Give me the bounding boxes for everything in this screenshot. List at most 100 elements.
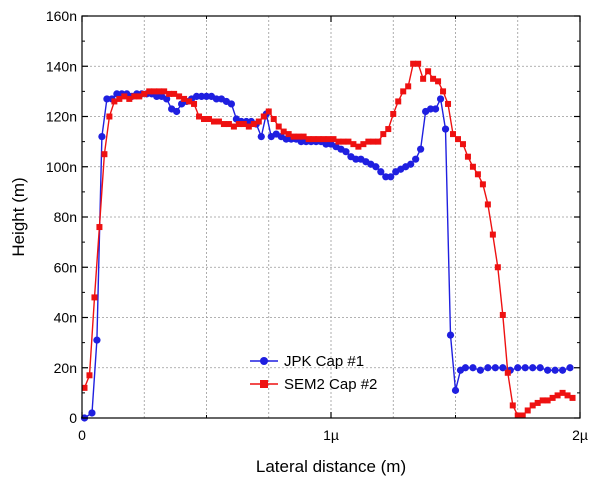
y-tick-label: 0	[69, 410, 77, 426]
data-point-jpk	[163, 95, 171, 103]
data-point-jpk	[202, 92, 211, 100]
series-sem2	[81, 60, 576, 419]
data-point-jpk	[377, 168, 385, 176]
data-point-sem2	[509, 402, 516, 409]
data-point-sem2	[210, 118, 217, 125]
data-point-sem2	[141, 90, 148, 97]
data-point-sem2	[121, 93, 128, 100]
data-point-jpk	[352, 155, 360, 163]
data-point-sem2	[539, 397, 546, 404]
y-tick-label: 100n	[46, 159, 77, 175]
data-point-sem2	[420, 75, 427, 82]
data-point-sem2	[514, 412, 521, 419]
data-point-jpk	[342, 148, 350, 156]
y-axis-title: Height (m)	[9, 177, 28, 256]
data-point-jpk	[476, 366, 484, 374]
data-point-jpk	[192, 92, 201, 100]
data-point-sem2	[255, 118, 262, 125]
legend-entry-sem2: SEM2 Cap #2	[250, 376, 377, 393]
data-point-sem2	[171, 90, 178, 97]
data-point-jpk	[322, 140, 330, 148]
data-point-sem2	[355, 143, 362, 150]
data-point-sem2	[469, 163, 476, 170]
data-point-sem2	[161, 88, 168, 95]
data-point-sem2	[176, 93, 183, 100]
data-point-sem2	[201, 116, 208, 123]
data-point-sem2	[86, 372, 93, 379]
data-point-sem2	[151, 88, 158, 95]
data-point-jpk	[529, 364, 537, 372]
data-point-sem2	[220, 121, 227, 128]
data-point-sem2	[305, 136, 312, 143]
x-tick-label: 2µ	[572, 427, 588, 443]
data-point-sem2	[564, 392, 571, 399]
data-point-jpk	[566, 364, 574, 372]
data-point-sem2	[280, 128, 287, 135]
data-point-sem2	[325, 136, 332, 143]
data-point-sem2	[300, 133, 307, 140]
data-point-jpk	[499, 364, 507, 372]
data-point-jpk	[297, 138, 305, 146]
data-point-sem2	[385, 126, 392, 133]
data-point-jpk	[484, 364, 492, 372]
data-point-sem2	[250, 121, 257, 128]
data-point-jpk	[88, 409, 96, 417]
data-point-sem2	[400, 88, 407, 95]
data-point-jpk	[469, 364, 477, 372]
data-point-sem2	[126, 95, 133, 102]
data-point-sem2	[479, 181, 486, 188]
data-point-sem2	[111, 98, 118, 105]
data-point-sem2	[544, 397, 551, 404]
data-point-jpk	[436, 95, 445, 103]
y-tick-label: 160n	[46, 8, 77, 24]
data-point-sem2	[454, 136, 461, 143]
data-point-sem2	[435, 78, 442, 85]
data-point-sem2	[81, 384, 88, 391]
data-point-jpk	[451, 386, 460, 394]
legend-label-jpk: JPK Cap #1	[284, 353, 364, 370]
data-point-sem2	[320, 136, 327, 143]
data-point-sem2	[370, 138, 377, 145]
data-point-sem2	[395, 98, 402, 105]
data-point-sem2	[310, 136, 317, 143]
data-point-sem2	[91, 294, 98, 301]
y-tick-label: 40n	[54, 310, 77, 326]
data-point-sem2	[191, 100, 198, 107]
y-tick-label: 60n	[54, 259, 77, 275]
legend-label-sem2: SEM2 Cap #2	[284, 376, 377, 393]
data-point-jpk	[521, 364, 529, 372]
data-point-jpk	[417, 145, 425, 153]
data-point-sem2	[529, 402, 536, 409]
data-point-jpk	[551, 366, 559, 374]
data-point-sem2	[270, 116, 277, 123]
data-point-sem2	[345, 138, 352, 145]
y-tick-label: 120n	[46, 109, 77, 125]
data-point-sem2	[275, 123, 282, 130]
data-point-sem2	[106, 113, 113, 120]
data-point-sem2	[474, 171, 481, 178]
x-tick-label: 0	[78, 427, 86, 443]
y-tick-label: 20n	[54, 360, 77, 376]
data-point-sem2	[445, 100, 452, 107]
data-point-sem2	[410, 60, 417, 67]
data-point-jpk	[93, 336, 101, 344]
data-point-jpk	[98, 133, 106, 141]
legend: JPK Cap #1 SEM2 Cap #2	[250, 353, 377, 393]
data-point-sem2	[215, 118, 222, 125]
data-point-sem2	[425, 68, 432, 75]
data-point-jpk	[382, 173, 390, 181]
data-point-jpk	[461, 364, 470, 372]
y-tick-label: 140n	[46, 58, 77, 74]
data-point-sem2	[186, 98, 193, 105]
data-point-sem2	[136, 93, 143, 100]
data-point-jpk	[441, 125, 450, 133]
data-point-sem2	[240, 121, 247, 128]
data-point-jpk	[431, 105, 440, 113]
data-point-sem2	[315, 136, 322, 143]
data-point-sem2	[101, 151, 108, 158]
data-point-sem2	[524, 407, 531, 414]
data-point-sem2	[484, 201, 491, 208]
axes: 0 20n 40n 60n 80n 100n 120n 140n 160n 0 1µ 2µ	[46, 8, 588, 443]
data-point-jpk	[153, 92, 161, 100]
